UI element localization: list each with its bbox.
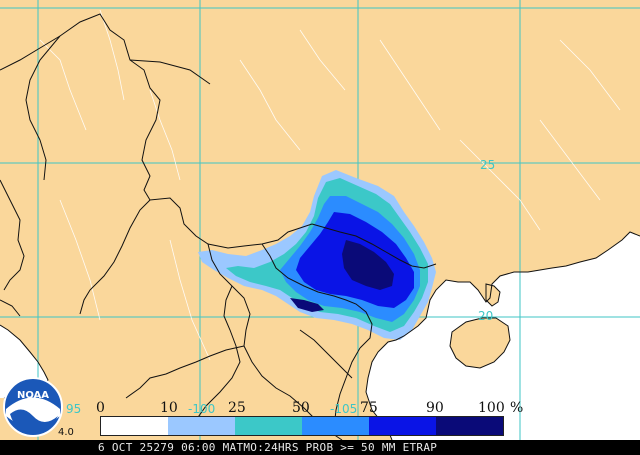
legend-tick-75: 75 [360, 400, 378, 416]
legend-tick-10: 10 [160, 400, 178, 416]
legend-percent-sign: % [510, 400, 524, 416]
grid-label-lat-25: 25 [480, 158, 496, 172]
shade-90-100-west [290, 298, 324, 312]
coastline [365, 231, 640, 441]
grid-label-lon-105: -105 [330, 402, 358, 416]
grid-label-lat-20: 20 [478, 309, 494, 323]
noaa-logo: NOAA [3, 377, 63, 437]
legend-tick-90: 90 [426, 400, 444, 416]
legend-swatch-25-50 [235, 417, 302, 435]
grid-label-lon-100: -100 [188, 402, 216, 416]
hainan-island [449, 317, 511, 369]
footer-caption: 6 OCT 25279 06:00 MATMO:24HRS PROB >= 50… [98, 441, 438, 454]
footer-bar [0, 440, 640, 455]
logo-corner-label: 4.0 [58, 427, 74, 438]
grid-label-lon-95: 95 [66, 402, 82, 416]
legend-swatch-50-75 [302, 417, 369, 435]
legend-swatch-0-10 [101, 417, 168, 435]
legend-tick-0: 0 [96, 400, 105, 416]
legend-tick-25: 25 [228, 400, 246, 416]
legend-swatch-75-90 [369, 417, 436, 435]
legend-swatch-10-25 [168, 417, 235, 435]
country-borders [0, 13, 437, 441]
leizhou-peninsula [485, 283, 501, 307]
legend-tick-100: 100 [478, 400, 505, 416]
rivers [39, 9, 621, 361]
legend-color-bar [100, 416, 504, 436]
noaa-logo-text: NOAA [17, 390, 49, 401]
legend-swatch-90-100 [436, 417, 503, 435]
legend-tick-50: 50 [292, 400, 310, 416]
shade-90-100 [342, 240, 394, 290]
